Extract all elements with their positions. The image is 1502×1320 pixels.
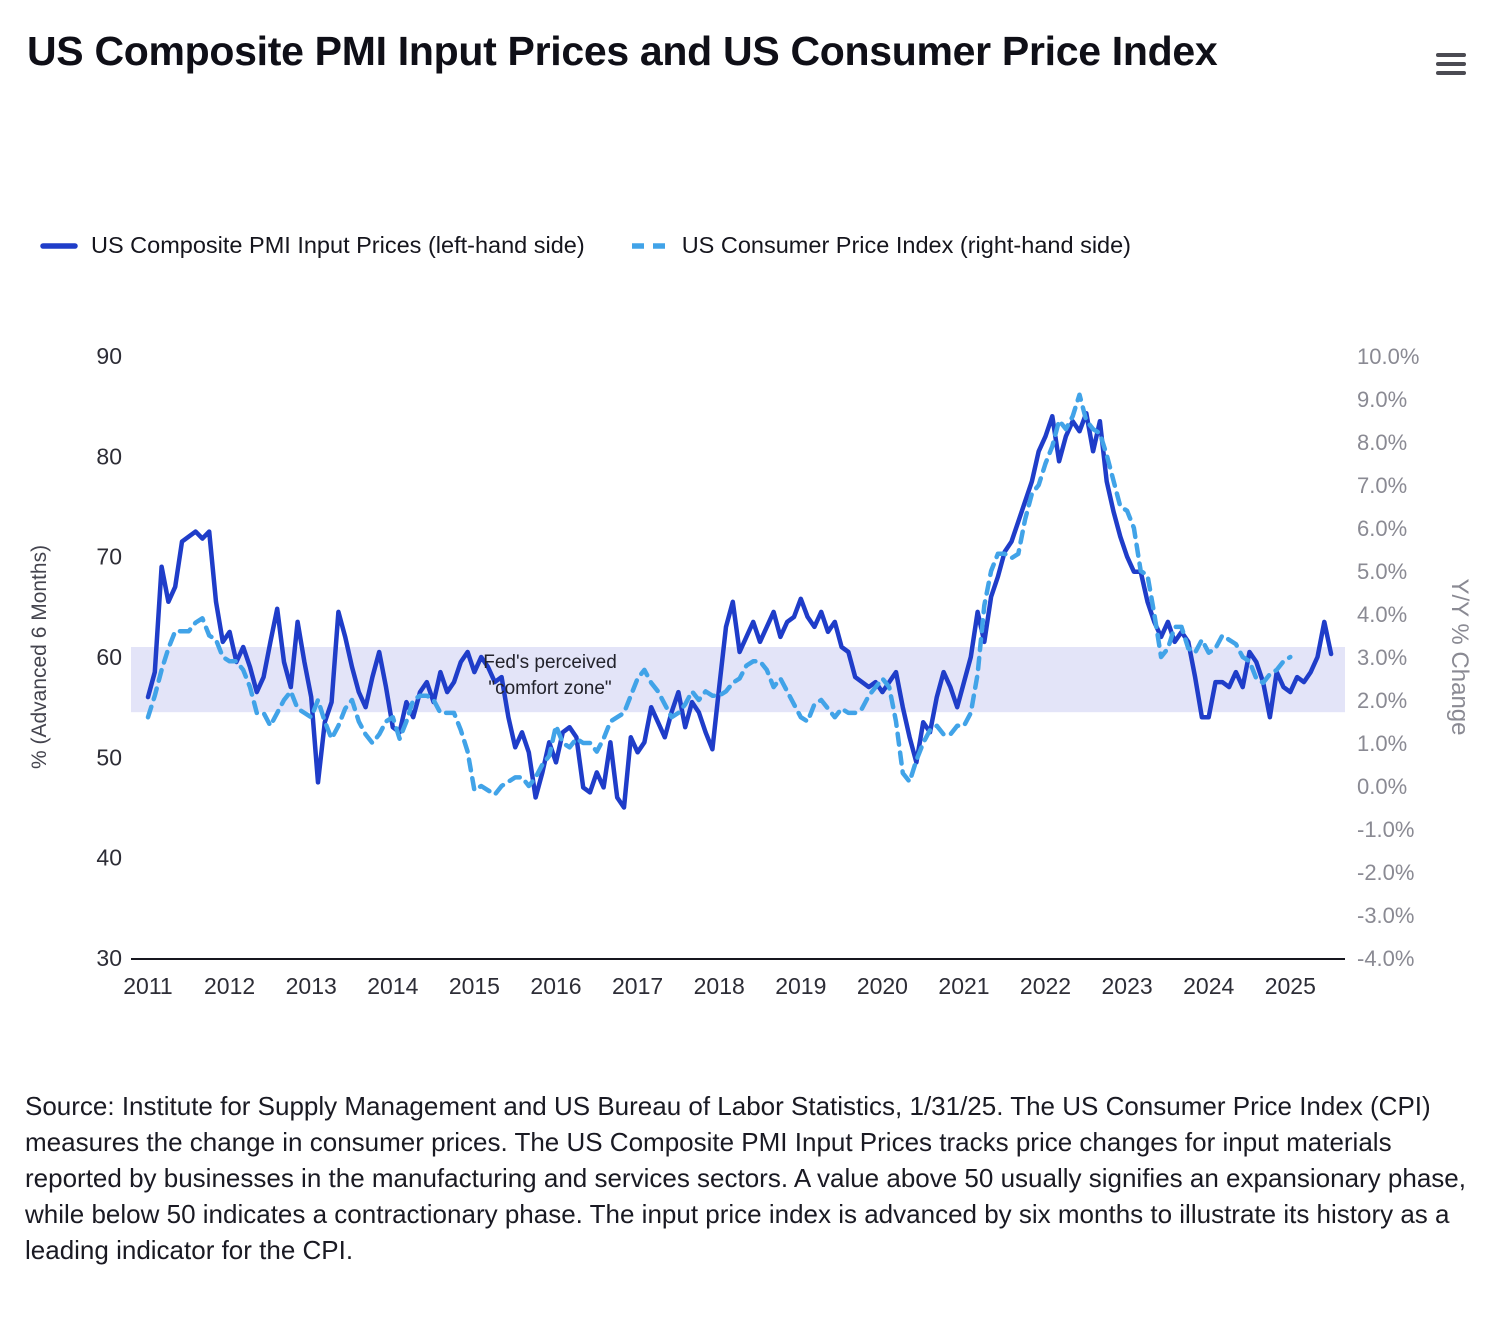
x-axis-tick-label: 2017 [612,973,663,999]
right-axis-tick-label: 0.0% [1357,774,1407,799]
right-axis-tick-label: 7.0% [1357,473,1407,498]
x-axis-tick-label: 2024 [1183,973,1234,999]
hamburger-menu-icon[interactable] [1436,48,1466,80]
x-axis-tick-label: 2020 [857,973,908,999]
left-axis-tick-label: 90 [96,343,122,369]
pmi-line [145,410,1334,810]
x-axis-tick-label: 2023 [1102,973,1153,999]
legend-item-cpi: US Consumer Price Index (right-hand side… [631,232,1131,259]
x-axis-tick-label: 2011 [123,973,172,999]
left-axis-tick-label: 80 [96,443,122,469]
left-axis-tick-label: 30 [96,945,122,971]
right-axis-tick-label: 8.0% [1357,430,1407,455]
x-axis-tick-label: 2018 [694,973,745,999]
legend-label-pmi: US Composite PMI Input Prices (left-hand… [91,232,585,258]
right-axis-tick-label: 10.0% [1357,344,1419,369]
left-axis-title: % (Advanced 6 Months) [28,545,51,769]
left-axis-tick-label: 60 [96,644,122,670]
x-axis-tick-label: 2015 [449,973,500,999]
x-axis-tick-label: 2025 [1265,973,1316,999]
right-axis-tick-label: 3.0% [1357,645,1407,670]
menu-bar [1436,71,1466,75]
x-axis-tick-label: 2019 [775,973,826,999]
x-axis-tick-label: 2013 [286,973,337,999]
comfort-zone-annotation: "comfort zone" [488,678,611,699]
legend-item-pmi: US Composite PMI Input Prices (left-hand… [40,232,585,259]
chart-area: 90 80 70 60 50 40 30 10.0% 9.0% 8.0% 7.0% 6.0% 5.0% 4… [0,300,1502,1030]
right-axis-tick-label: -1.0% [1357,817,1414,842]
x-axis-tick-label: 2016 [530,973,581,999]
right-axis-tick-label: 5.0% [1357,559,1407,584]
legend: US Composite PMI Input Prices (left-hand… [40,232,1131,259]
x-axis-tick-label: 2014 [367,973,418,999]
menu-bar [1436,53,1466,57]
comfort-zone-annotation: Fed's perceived [483,652,617,673]
right-axis-tick-label: 6.0% [1357,516,1407,541]
x-axis-tick-label: 2021 [938,973,989,999]
x-axis-tick-label: 2012 [204,973,255,999]
left-axis-tick-label: 40 [96,845,122,871]
legend-label-cpi: US Consumer Price Index (right-hand side… [681,232,1132,258]
right-axis-tick-label: 4.0% [1357,602,1407,627]
right-axis-tick-label: -3.0% [1357,903,1414,928]
page-title: US Composite PMI Input Prices and US Con… [27,28,1218,74]
left-axis-tick-label: 50 [96,744,122,770]
right-axis-tick-label: 1.0% [1357,731,1407,756]
chart: 90 80 70 60 50 40 30 10.0% 9.0% 8.0% 7.0% 6.0% 5.0% 4… [28,343,1473,999]
menu-bar [1436,62,1466,66]
right-axis-tick-label: -2.0% [1357,860,1414,885]
left-axis-tick-label: 70 [96,544,122,570]
x-axis-tick-label: 2022 [1020,973,1071,999]
right-axis-title: Y/Y % Change [1446,579,1473,736]
source-text: Source: Institute for Supply Management … [25,1091,1466,1265]
cpi-line-swatch-icon [631,242,669,249]
pmi-line-swatch-icon [40,242,78,249]
right-axis-tick-label: 2.0% [1357,688,1407,713]
right-axis-tick-label: -4.0% [1357,946,1414,971]
cpi-line [145,392,1293,797]
right-axis-tick-label: 9.0% [1357,387,1407,412]
